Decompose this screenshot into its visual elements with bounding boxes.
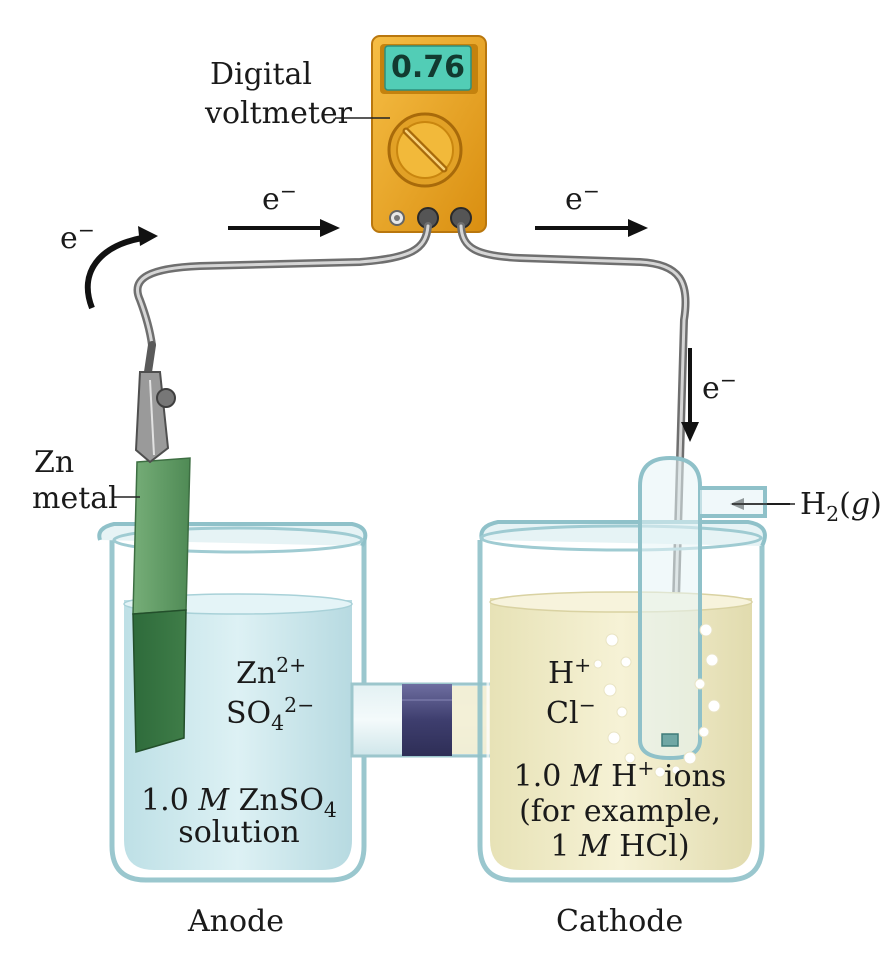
gas-collection-tube (638, 455, 767, 761)
cathode-ion-h: H+ (548, 653, 592, 691)
voltmeter-label-line2: voltmeter (205, 96, 353, 131)
voltmeter-label-line1: Digital (210, 57, 312, 92)
platinum-electrode (661, 733, 679, 747)
electron-label-right: e− (702, 368, 737, 406)
hydrogen-bubbles (593, 623, 721, 778)
meter-display (384, 45, 472, 91)
external-wire (133, 222, 690, 744)
cathode-ion-cl: Cl− (546, 693, 596, 731)
zinc-electrode (132, 457, 191, 753)
digital-voltmeter (371, 35, 487, 233)
anode-solution-line1: 1.0 M ZnSO4 (141, 783, 337, 822)
cathode-solution-line1: 1.0 M H+ ions (513, 756, 727, 794)
curved-arrow-icon (84, 226, 158, 310)
zinc-label-line2: metal (32, 481, 118, 516)
salt-bridge-band (402, 684, 452, 756)
cathode-solution-line2: (for example, (519, 794, 721, 829)
electron-label-left: e− (60, 218, 95, 256)
voltmeter-reading: 0.76 (390, 50, 466, 85)
anode-solution-line2: solution (178, 815, 300, 850)
anode-label: Anode (188, 904, 285, 939)
anode-ion-so4: SO42− (226, 693, 315, 735)
right-arrow-icon (535, 219, 648, 237)
electron-label-top-left: e− (262, 179, 297, 217)
cathode-label: Cathode (556, 904, 684, 939)
electron-label-top-right: e− (565, 179, 600, 217)
anode-ion-zn: Zn2+ (236, 653, 307, 691)
h2-gas-label: H2(g) (800, 487, 882, 526)
right-arrow-icon (228, 219, 340, 237)
alligator-clip-icon (134, 341, 176, 464)
down-arrow-icon (681, 348, 699, 442)
cathode-solution-line3: 1 M HCl) (550, 829, 690, 864)
zinc-label-line1: Zn (34, 445, 75, 480)
